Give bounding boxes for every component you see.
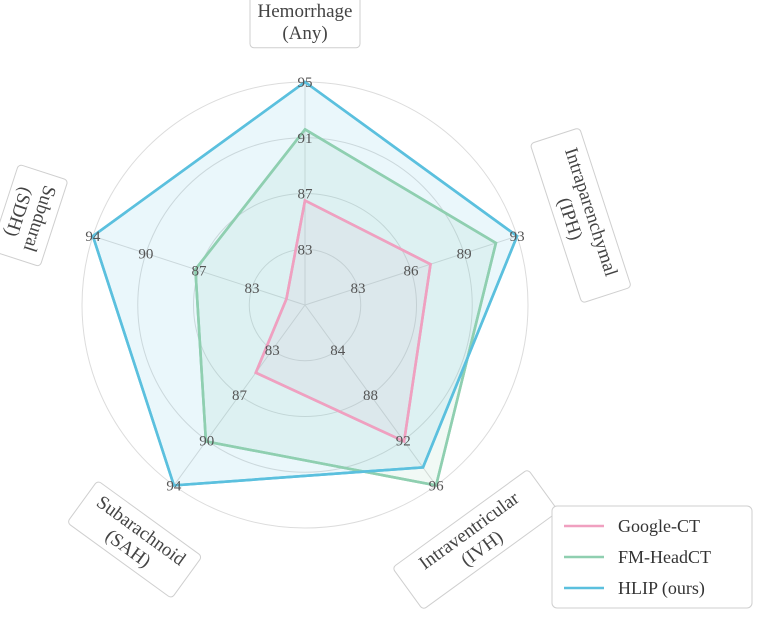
- axis-label-box: [0, 164, 68, 267]
- tick-label: 83: [351, 281, 366, 297]
- grid-spoke: [304, 235, 518, 306]
- tick-label: 89: [457, 246, 472, 262]
- axis-label-0: Hemorrhage(Any): [249, 0, 361, 49]
- tick-label: 90: [199, 433, 214, 449]
- tick-label: 92: [396, 433, 411, 449]
- tick-label: 91: [298, 131, 313, 147]
- legend-label: HLIP (ours): [618, 578, 705, 599]
- radar-series: [91, 80, 519, 487]
- radar-tick-labels: 83 87 91 95 83 86 89 93 84 88 92 96 83 87 90 94 83 87 90 94: [85, 75, 524, 494]
- grid-spoke: [304, 304, 437, 486]
- tick-label: 95: [298, 75, 313, 91]
- axis-label-box: [530, 128, 631, 303]
- radar-grid: [81, 81, 529, 529]
- tick-label: 83: [265, 343, 280, 359]
- tick-label: 87: [232, 388, 248, 404]
- tick-label: 88: [363, 388, 378, 404]
- grid-spoke: [92, 235, 306, 306]
- tick-label: 96: [429, 478, 445, 494]
- legend-box: [551, 505, 753, 609]
- series-outline: [91, 80, 519, 487]
- axis-label-text: (Any): [282, 23, 327, 44]
- tick-label: 83: [298, 242, 313, 258]
- tick-label: 87: [192, 264, 208, 280]
- series-outline: [254, 198, 432, 444]
- legend-label: Google-CT: [618, 516, 700, 536]
- tick-label: 94: [85, 229, 101, 245]
- axis-label-4: Subdural(SDH): [0, 164, 68, 267]
- axis-label-1: Intraparenchymal(IPH): [530, 128, 631, 303]
- tick-label: 84: [330, 343, 346, 359]
- axis-label-box: [68, 481, 202, 598]
- tick-label: 86: [404, 264, 420, 280]
- legend: Google-CT FM-HeadCT HLIP (ours): [551, 505, 753, 609]
- grid-spoke: [173, 304, 306, 486]
- tick-label: 93: [510, 229, 525, 245]
- tick-label: 83: [245, 281, 260, 297]
- series-outline: [194, 127, 498, 487]
- tick-label: 94: [166, 478, 182, 494]
- axis-label-text: Hemorrhage: [258, 1, 353, 22]
- axis-label-box: [249, 0, 361, 49]
- legend-label: FM-HeadCT: [618, 547, 711, 567]
- tick-label: 87: [298, 187, 314, 203]
- tick-label: 90: [138, 246, 153, 262]
- axis-label-2: Intraventricular(IVH): [393, 470, 558, 609]
- axis-label-3: Subarachnoid(SAH): [68, 481, 202, 598]
- axis-label-box: [393, 470, 558, 609]
